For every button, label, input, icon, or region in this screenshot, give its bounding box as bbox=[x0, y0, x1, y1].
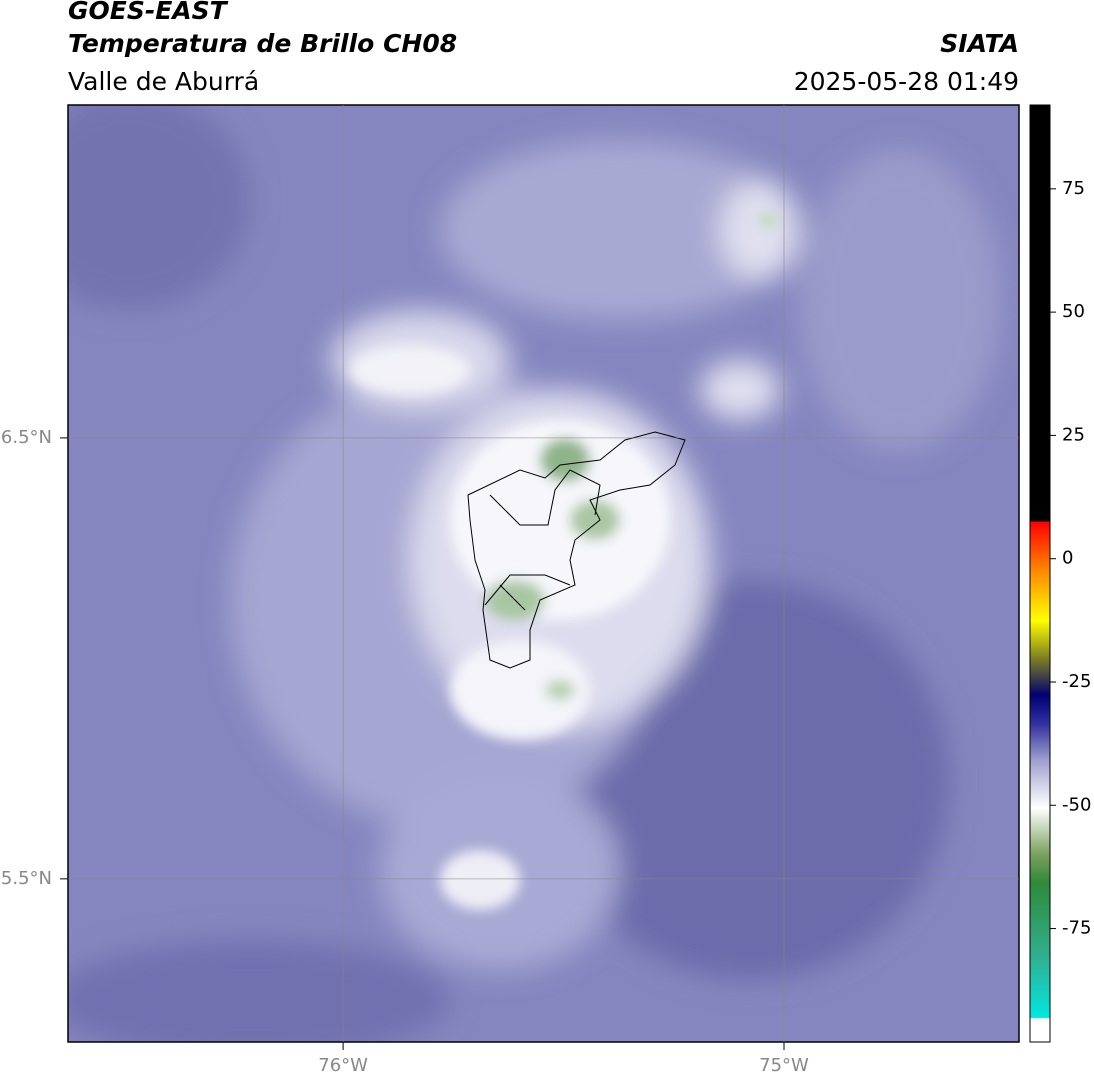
colorbar-tick-label: 25 bbox=[1062, 424, 1085, 445]
lat-label: 5.5°N bbox=[1, 868, 52, 889]
lon-label: 75°W bbox=[759, 1055, 809, 1076]
source: SIATA bbox=[940, 29, 1019, 58]
colorbar-tick-label: 50 bbox=[1062, 301, 1085, 322]
lat-label: 6.5°N bbox=[1, 427, 52, 448]
subtitle: Temperatura de Brillo CH08 bbox=[68, 29, 457, 58]
lon-label: 76°W bbox=[318, 1055, 368, 1076]
title: GOES-EAST bbox=[68, 0, 229, 25]
colorbar-tick-label: 0 bbox=[1062, 548, 1073, 569]
colorbar bbox=[1029, 104, 1051, 1043]
colorbar-tick-label: -75 bbox=[1062, 918, 1091, 939]
colorbar-tick-label: 75 bbox=[1062, 178, 1085, 199]
satellite-image bbox=[68, 105, 1019, 1042]
timestamp: 2025-05-28 01:49 bbox=[794, 67, 1019, 96]
region: Valle de Aburrá bbox=[68, 67, 259, 96]
map-frame bbox=[67, 104, 1020, 1043]
colorbar-tick-label: -50 bbox=[1062, 794, 1091, 815]
colorbar-tick-label: -25 bbox=[1062, 671, 1091, 692]
